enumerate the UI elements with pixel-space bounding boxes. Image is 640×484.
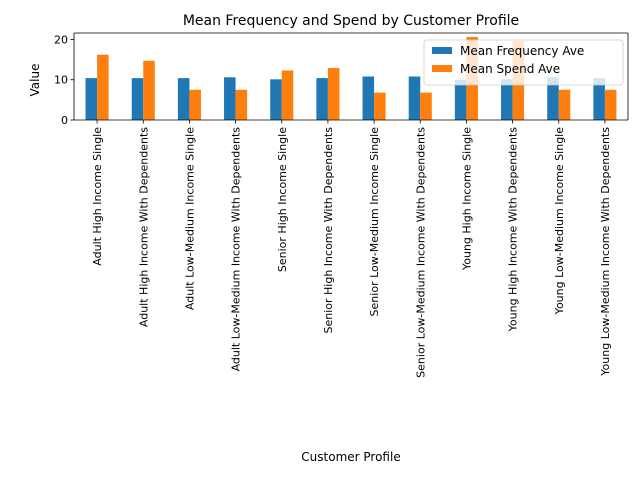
bar-spend-1 xyxy=(143,60,155,120)
x-tick-label-9: Young High Income With Dependents xyxy=(507,127,520,333)
axes-layer: 0 10 20 Adult High Income Single Adult High … xyxy=(54,32,629,378)
bar-spend-6 xyxy=(374,92,386,120)
x-tick-label-5: Senior High Income With Dependents xyxy=(322,127,335,334)
bar-frequency-0 xyxy=(85,78,98,120)
x-tick-label-10: Young Low-Medium Income Single xyxy=(553,127,566,316)
x-tick-label-11: Young Low-Medium Income With Dependents xyxy=(599,127,612,377)
y-tick-label-2: 20 xyxy=(54,33,68,46)
x-tick-label-8: Young High Income Single xyxy=(460,127,473,271)
bar-frequency-7 xyxy=(408,76,421,120)
legend-swatch-0 xyxy=(432,47,452,54)
legend-swatch-1 xyxy=(432,65,452,72)
x-tick-label-4: Senior High Income Single xyxy=(276,127,289,272)
bar-frequency-6 xyxy=(362,76,375,120)
bar-frequency-5 xyxy=(316,78,328,120)
y-tick-label-1: 10 xyxy=(54,74,68,87)
legend-label-1: Mean Spend Ave xyxy=(460,62,560,76)
x-tick-label-2: Adult Low-Medium Income Single xyxy=(183,127,196,310)
bar-frequency-1 xyxy=(131,78,144,120)
x-axis-label: Customer Profile xyxy=(301,450,400,464)
legend-box xyxy=(423,39,624,86)
bar-spend-7 xyxy=(420,92,432,120)
x-tick-label-1: Adult High Income With Dependents xyxy=(137,127,150,327)
bar-spend-5 xyxy=(327,68,340,120)
bar-frequency-11 xyxy=(593,78,605,120)
bar-frequency-4 xyxy=(270,79,282,120)
x-tick-label-3: Adult Low-Medium Income With Dependents xyxy=(230,127,243,372)
bar-spend-0 xyxy=(97,54,109,120)
x-tick-label-6: Senior Low-Medium Income Single xyxy=(368,127,381,317)
bar-frequency-8 xyxy=(454,79,467,120)
bar-spend-11 xyxy=(604,89,617,120)
bar-spend-3 xyxy=(235,89,248,120)
y-tick-label-0: 0 xyxy=(61,114,68,127)
legend: Mean Frequency Ave Mean Spend Ave xyxy=(423,39,624,86)
x-tick-label-0: Adult High Income Single xyxy=(91,127,104,266)
bar-spend-2 xyxy=(189,89,201,120)
x-tick-label-7: Senior Low-Medium Income With Dependents xyxy=(414,127,427,378)
chart-title: Mean Frequency and Spend by Customer Pro… xyxy=(183,13,519,29)
y-axis-label: Value xyxy=(28,64,42,97)
bar-spend-4 xyxy=(281,70,294,120)
bar-frequency-2 xyxy=(177,78,190,120)
bar-spend-10 xyxy=(558,89,571,120)
bar-frequency-10 xyxy=(547,77,559,120)
bar-frequency-3 xyxy=(224,77,236,120)
bar-frequency-9 xyxy=(501,79,513,120)
legend-label-0: Mean Frequency Ave xyxy=(460,44,584,58)
